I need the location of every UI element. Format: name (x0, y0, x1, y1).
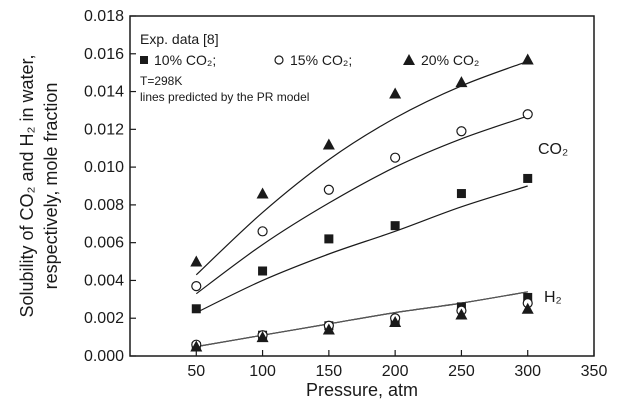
x-tick-label: 100 (249, 363, 276, 380)
y-tick-label: 0.016 (84, 46, 124, 63)
data-point-co2-triangle (389, 87, 402, 99)
data-point-h2-triangle (322, 323, 335, 335)
data-point-co2-triangle (322, 138, 335, 150)
x-tick-label: 350 (581, 363, 608, 380)
legend-square-marker (140, 56, 148, 64)
x-tick-label: 200 (382, 363, 409, 380)
data-point-h2-triangle (389, 316, 402, 327)
data-point-co2-triangle (256, 187, 269, 199)
temperature-note: T=298K (140, 74, 182, 88)
data-point-co2-circle (456, 126, 467, 137)
legend-triangle-marker (403, 54, 415, 65)
x-tick-label: 150 (316, 363, 343, 380)
y-tick-label: 0.010 (84, 159, 124, 176)
x-tick-label: 250 (448, 363, 475, 380)
legend-entry-20-percent: 20% CO₂ (421, 52, 479, 68)
data-point-co2-square (191, 304, 201, 314)
plot-frame (129, 15, 595, 357)
y-axis-title-line-2: respectively, mole fraction (41, 83, 61, 290)
data-point-co2-square (456, 189, 466, 199)
model-note: lines predicted by the PR model (140, 90, 309, 104)
x-axis: 50 100 150 200 250 300 350 (187, 350, 607, 380)
x-tick-label: 50 (187, 363, 205, 380)
data-point-co2-triangle (455, 76, 468, 88)
data-point-co2-square (324, 234, 334, 244)
model-line-h2-triangle (196, 291, 528, 348)
data-point-h2-triangle (521, 302, 534, 314)
data-point-co2-circle (257, 226, 268, 237)
data-point-h2-triangle (256, 331, 269, 343)
co2-curve-label: CO₂ (538, 141, 568, 158)
model-lines (195, 60, 528, 348)
data-markers (190, 53, 534, 352)
y-tick-label: 0.000 (84, 348, 124, 365)
model-line-co2-square (196, 185, 528, 314)
data-point-co2-circle (191, 281, 202, 292)
data-point-co2-circle (390, 152, 401, 163)
data-point-co2-triangle (521, 53, 534, 65)
y-axis-title: Solubility of CO₂ and H₂ in water, respe… (17, 54, 61, 317)
legend-entry-15-percent: 15% CO₂; (290, 52, 352, 68)
data-point-co2-circle (522, 109, 533, 120)
x-axis-title: Pressure, atm (306, 380, 418, 400)
data-point-h2-triangle (455, 308, 468, 320)
y-tick-label: 0.018 (84, 8, 124, 25)
y-tick-label: 0.002 (84, 310, 124, 327)
legend-entry-10-percent: 10% CO₂; (154, 52, 216, 68)
legend: Exp. data [8] 10% CO₂; 15% CO₂; 20% CO₂ … (140, 31, 479, 104)
h2-curve-label: H₂ (544, 289, 562, 306)
data-point-co2-triangle (190, 255, 203, 267)
data-point-h2-triangle (190, 340, 203, 352)
y-tick-label: 0.004 (84, 272, 124, 289)
legend-title: Exp. data [8] (140, 31, 219, 47)
model-line-co2-circle (195, 115, 528, 295)
y-tick-label: 0.014 (84, 84, 124, 101)
data-point-co2-square (390, 221, 400, 231)
data-point-h2-square (523, 292, 533, 302)
x-tick-label: 300 (514, 363, 541, 380)
y-axis-title-line-1: Solubility of CO₂ and H₂ in water, (17, 54, 37, 317)
data-point-co2-square (258, 266, 268, 276)
y-tick-label: 0.012 (84, 121, 124, 138)
y-axis: 0.000 0.002 0.004 0.006 0.008 0.010 0.012 0.014… (84, 8, 136, 365)
data-point-co2-circle (323, 184, 334, 195)
y-tick-label: 0.006 (84, 235, 124, 252)
data-point-co2-square (523, 173, 533, 183)
y-tick-label: 0.008 (84, 197, 124, 214)
legend-circle-marker (274, 55, 284, 65)
